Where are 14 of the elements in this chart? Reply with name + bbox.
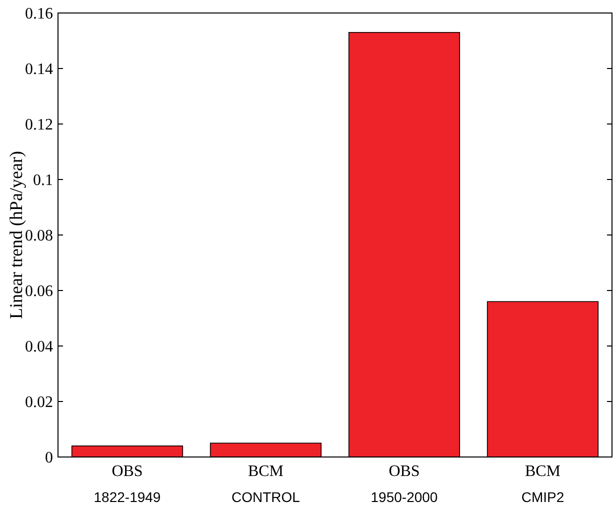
y-tick-label: 0.14 — [25, 61, 53, 78]
y-axis-title: Linear trend (hPa/year) — [6, 151, 26, 319]
y-tick-label: 0 — [45, 450, 53, 467]
x-tick-label: BCM CMIP2 — [521, 463, 564, 505]
x-tick-label: BCM CONTROL — [232, 463, 300, 505]
x-tick-label: OBS 1950-2000 — [370, 463, 438, 505]
y-tick-label: 0.04 — [25, 338, 53, 356]
x-tick-label: OBS 1822-1949 — [94, 463, 161, 505]
y-tick-label: 0.12 — [25, 116, 53, 134]
y-tick-label: 0.16 — [25, 6, 53, 23]
y-tick-label: 0.1 — [33, 172, 53, 190]
y-tick-label: 0.08 — [25, 228, 53, 245]
y-tick-label: 0.02 — [25, 394, 53, 412]
y-tick-label: 0.06 — [25, 283, 53, 300]
